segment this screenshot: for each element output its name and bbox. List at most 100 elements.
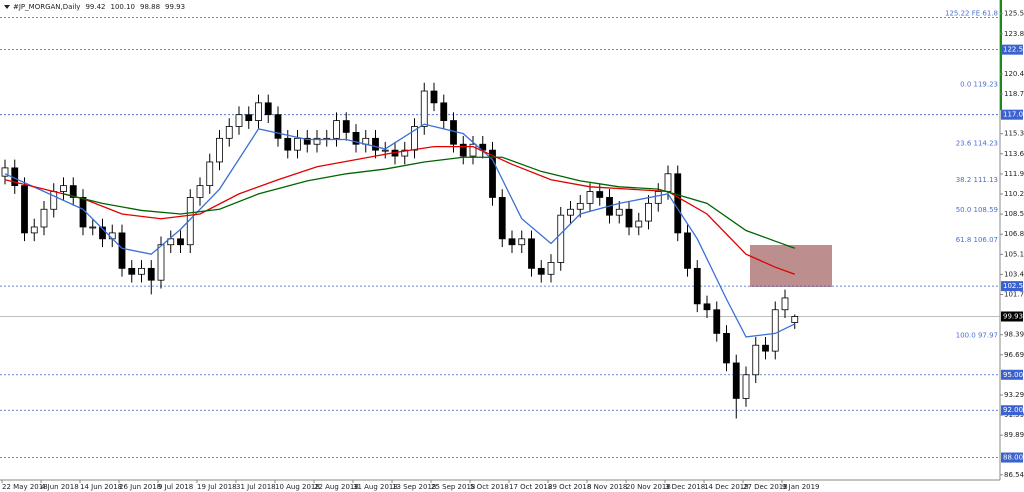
last-price-label: 99.93	[1003, 312, 1023, 320]
fib-label: 50.0 108.59	[956, 206, 998, 214]
candle-body	[508, 238, 516, 246]
moving-averages	[4, 123, 796, 338]
y-tick-label: 125.54	[1004, 10, 1024, 18]
candle-body	[30, 226, 38, 234]
candle-body	[518, 238, 526, 246]
ma-line	[63, 156, 795, 249]
candle-body	[547, 262, 555, 275]
candle-body	[401, 149, 409, 157]
x-tick-label: 31 Jul 2018	[236, 483, 276, 491]
candle-body	[167, 238, 175, 246]
level-label: 95.00	[1003, 371, 1023, 379]
candle-body	[674, 173, 682, 234]
candle-body	[771, 309, 779, 352]
header-value: 98.88	[140, 3, 160, 11]
candle-body	[89, 226, 97, 229]
candle-body	[450, 120, 457, 145]
fib-label: 38.2 111.13	[956, 176, 998, 184]
y-tick-label: 115.39	[1004, 130, 1024, 138]
candle-body	[635, 220, 643, 228]
fib-label: 23.6 114.23	[956, 139, 998, 147]
fe-label: 125.22 FE 61.8	[945, 9, 998, 17]
y-tick-label: 101.79	[1004, 291, 1024, 299]
level-box	[1001, 452, 1023, 463]
zone-box	[750, 245, 832, 287]
level-label: 117.00	[1003, 111, 1024, 119]
x-tick-label: 27 Dec 2018	[743, 483, 788, 491]
symbol: #JP_MORGAN,Daily	[13, 3, 80, 11]
candle-body	[1, 167, 9, 177]
candle-body	[313, 137, 321, 145]
candle-body	[342, 120, 350, 133]
candle-body	[645, 202, 652, 222]
candle-body	[732, 362, 740, 399]
candle-body	[294, 137, 301, 151]
ma-line	[4, 145, 795, 275]
candle-body	[723, 332, 730, 364]
y-tick-label: 123.84	[1004, 30, 1024, 38]
candle-body	[654, 191, 662, 204]
candle-body	[586, 191, 594, 204]
candle-body	[245, 114, 253, 121]
candle-body	[576, 202, 584, 210]
level-label: 102.50	[1003, 282, 1024, 290]
x-tick-label: 9 Jul 2018	[158, 483, 193, 491]
candle-body	[118, 232, 126, 269]
candle-body	[138, 267, 145, 275]
candle-body	[50, 191, 58, 210]
y-tick-label: 113.69	[1004, 150, 1024, 158]
x-tick-label: 26 Jun 2018	[119, 483, 161, 491]
candle-body	[713, 309, 721, 334]
candle-body	[333, 120, 340, 139]
x-tick-label: 20 Nov 2018	[626, 483, 671, 491]
candle-body	[372, 137, 379, 151]
y-tick-label: 96.69	[1004, 351, 1024, 359]
y-tick-label: 93.29	[1004, 391, 1024, 399]
fib-label: 100.0 97.97	[956, 332, 998, 340]
candle-body	[40, 208, 48, 228]
candle-body	[255, 102, 262, 121]
fib-label: 61.8 106.07	[956, 236, 998, 244]
candle-body	[664, 173, 672, 192]
candle-body	[284, 137, 292, 151]
candle-body	[99, 226, 106, 240]
x-tick-label: 9 Jan 2019	[782, 483, 820, 491]
candle-body	[781, 297, 789, 311]
x-tick-label: 5 Oct 2018	[470, 483, 509, 491]
level-label: 92.00	[1003, 406, 1023, 414]
x-tick-label: 8 Nov 2018	[587, 483, 627, 491]
y-tick-label: 105.19	[1004, 250, 1024, 258]
candle-body	[235, 114, 243, 127]
ma-line	[4, 123, 796, 338]
candle-body	[557, 214, 565, 263]
x-tick-label: 22 May 2018	[2, 483, 48, 491]
y-tick-label: 106.89	[1004, 230, 1024, 238]
candle-body	[596, 191, 604, 198]
candle-body	[615, 208, 623, 216]
x-tick-label: 14 Dec 2018	[704, 483, 749, 491]
level-box	[1001, 281, 1023, 292]
candle-body	[528, 238, 535, 269]
y-tick-label: 120.44	[1004, 70, 1024, 78]
candles	[1, 82, 799, 419]
candle-body	[684, 232, 691, 269]
candle-body	[440, 102, 448, 121]
x-tick-label: 31 Aug 2018	[353, 483, 398, 491]
candle-body	[381, 149, 389, 152]
candle-body	[69, 185, 77, 198]
candle-body	[157, 244, 165, 281]
y-tick-label: 111.99	[1004, 170, 1024, 178]
candle-body	[489, 149, 496, 198]
candle-body	[177, 238, 184, 246]
candle-body	[196, 185, 204, 198]
x-tick-label: 22 Aug 2018	[314, 483, 359, 491]
header-value: 100.10	[111, 3, 136, 11]
candle-body	[352, 132, 360, 145]
menu-arrow	[4, 5, 10, 9]
y-tick-label: 110.29	[1004, 190, 1024, 198]
candle-body	[128, 267, 136, 275]
fib-label: 0.0 119.23	[960, 80, 998, 88]
candle-body	[147, 267, 155, 281]
level-box	[1001, 369, 1023, 380]
y-tick-label: 108.59	[1004, 210, 1024, 218]
